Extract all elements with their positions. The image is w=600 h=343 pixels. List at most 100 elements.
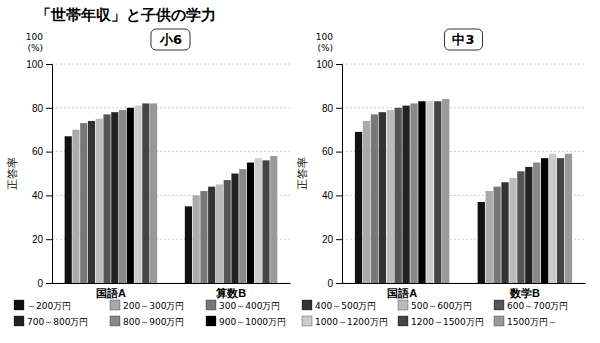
grid-line (342, 151, 585, 152)
legend-item: ～200万円 (14, 300, 71, 311)
y-tick: 100 (316, 59, 342, 70)
grid-line (52, 151, 290, 152)
bar (363, 121, 370, 283)
bar (216, 184, 223, 283)
y-axis: 020406080100 (26, 59, 52, 289)
y-tick: 0 (327, 278, 342, 289)
bar (501, 182, 508, 283)
legend-label: 1500万円～ (507, 317, 557, 327)
bar (127, 108, 134, 283)
bar (96, 119, 103, 283)
legend-item: 300～400万円 (206, 300, 280, 311)
bar (509, 178, 516, 283)
bar (525, 167, 532, 283)
grid-line (52, 195, 290, 196)
panel-label: 中3 (444, 29, 482, 50)
y-tick-label: 100 (316, 59, 333, 70)
bar (371, 114, 378, 283)
y-axis-label: 正答率 (296, 157, 309, 190)
legend-label: ～200万円 (27, 301, 71, 311)
legend-swatch (206, 300, 216, 310)
x-tick: 国語A (96, 287, 126, 299)
legend-item: 500～600万円 (398, 300, 472, 311)
x-axis-line (343, 283, 586, 284)
legend-label: 500～600万円 (411, 301, 472, 311)
bar (387, 110, 394, 283)
bar (493, 187, 500, 283)
legend-label: 400～500万円 (315, 301, 376, 311)
annotation: 100 (316, 32, 333, 42)
y-tick-label: 0 (327, 278, 333, 289)
panel: 020406080100国語A数学B正答率100(%)中3 (296, 29, 586, 299)
legend-swatch (110, 300, 120, 310)
annotation: (%) (317, 43, 333, 53)
bar (270, 156, 277, 283)
y-tick-mark (46, 239, 52, 240)
bar (402, 106, 409, 283)
y-tick-label: 100 (26, 59, 43, 70)
y-axis: 020406080100 (316, 59, 342, 289)
bar (134, 106, 141, 283)
legend-swatch (110, 316, 120, 326)
bar (426, 101, 433, 283)
x-axis: 国語A 数学B (343, 284, 586, 299)
x-tick-label: 数学B (509, 287, 540, 299)
y-tick-mark (336, 152, 342, 153)
y-axis-line (336, 65, 343, 284)
bar (486, 191, 493, 283)
grid-line (342, 239, 585, 240)
legend-label: 900～1000万円 (219, 317, 286, 327)
bar (119, 110, 126, 283)
grid-line (52, 64, 290, 65)
bar (193, 195, 200, 283)
y-tick-mark (46, 152, 52, 153)
bar (231, 174, 238, 284)
subtitle: 小6 (159, 32, 182, 47)
x-tick-label: 算数B (215, 287, 246, 299)
y-tick-mark (336, 64, 342, 65)
legend-swatch (302, 316, 312, 326)
y-axis-line (46, 65, 53, 284)
y-tick: 40 (322, 190, 342, 201)
legend-item: 1500万円～ (494, 316, 557, 327)
bar (247, 163, 254, 283)
bar (185, 206, 192, 283)
bar (355, 132, 362, 283)
bar (533, 163, 540, 283)
title: 「世帯年収」と子供の学力 (36, 6, 216, 24)
annotation: (%) (27, 43, 43, 53)
y-tick: 60 (32, 146, 52, 157)
grid-line (342, 195, 585, 196)
panel-label-box (444, 29, 482, 50)
y-tick-label: 20 (32, 234, 44, 245)
bar (379, 112, 386, 283)
bar (517, 171, 524, 283)
grid-line (342, 283, 585, 284)
legend-swatch (302, 300, 312, 310)
y-tick-mark (336, 108, 342, 109)
y-tick-label: 20 (322, 234, 334, 245)
legend-swatch (14, 300, 24, 310)
legend-swatch (494, 300, 504, 310)
bar (80, 123, 87, 283)
grid-line (342, 107, 585, 108)
legend-item: 600～700万円 (494, 300, 568, 311)
y-tick-mark (336, 239, 342, 240)
bar (208, 187, 215, 283)
bar (418, 101, 425, 283)
x-tick: 算数B (215, 287, 246, 299)
legend-item: 1200～1500万円 (398, 316, 484, 327)
annotation: 100 (26, 32, 43, 42)
y-tick-mark (336, 195, 342, 196)
legend-label: 1200～1500万円 (411, 317, 484, 327)
y-tick-mark (46, 283, 52, 284)
bar (395, 108, 402, 283)
panel-label: 小6 (151, 29, 190, 50)
panel-label-box (151, 29, 190, 50)
bar (262, 160, 269, 283)
bar (557, 158, 564, 283)
legend-item: 800～900万円 (110, 316, 184, 327)
x-tick: 国語A (387, 287, 417, 299)
bar (150, 103, 157, 283)
bars (65, 103, 278, 283)
